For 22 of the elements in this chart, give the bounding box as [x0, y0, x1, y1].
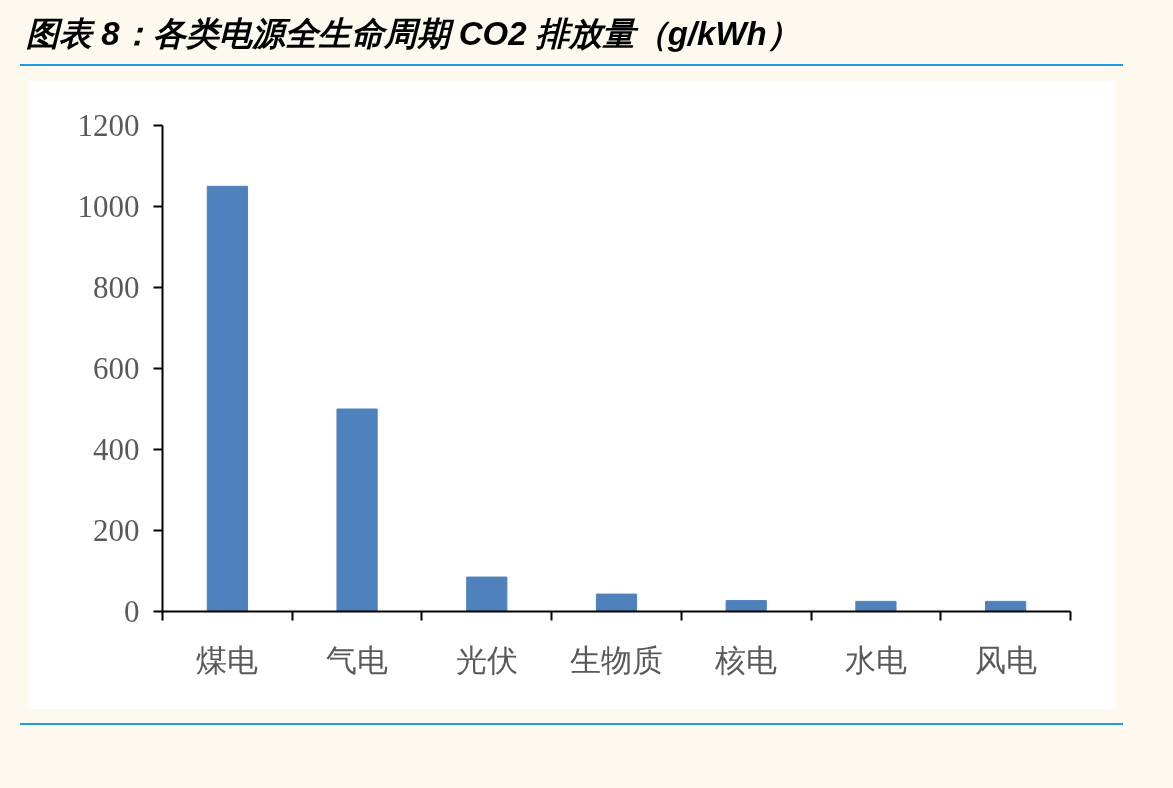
x-tick-label: 核电 — [714, 642, 778, 678]
bar — [985, 600, 1027, 612]
y-tick-label: 1200 — [77, 108, 140, 143]
x-tick-label: 水电 — [844, 642, 907, 678]
bar — [725, 600, 767, 612]
y-tick-label: 1000 — [77, 189, 140, 224]
x-tick-label: 气电 — [326, 642, 389, 678]
x-tick-label: 煤电 — [196, 642, 259, 678]
y-tick-label: 0 — [124, 594, 140, 629]
x-tick-label: 生物质 — [570, 642, 663, 678]
bar — [855, 600, 897, 612]
y-tick-label: 400 — [93, 432, 140, 467]
y-tick-label: 600 — [93, 351, 140, 386]
bar — [336, 408, 378, 612]
bar — [466, 576, 508, 612]
bar — [206, 185, 248, 612]
x-tick-label: 风电 — [974, 642, 1037, 678]
x-tick-label: 光伏 — [455, 642, 518, 678]
chart-title: 图表 8：各类电源全生命周期 CO2 排放量（g/kWh） — [26, 14, 800, 54]
y-tick-label: 800 — [93, 270, 140, 305]
bar — [595, 593, 638, 612]
y-tick-label: 200 — [93, 513, 140, 548]
